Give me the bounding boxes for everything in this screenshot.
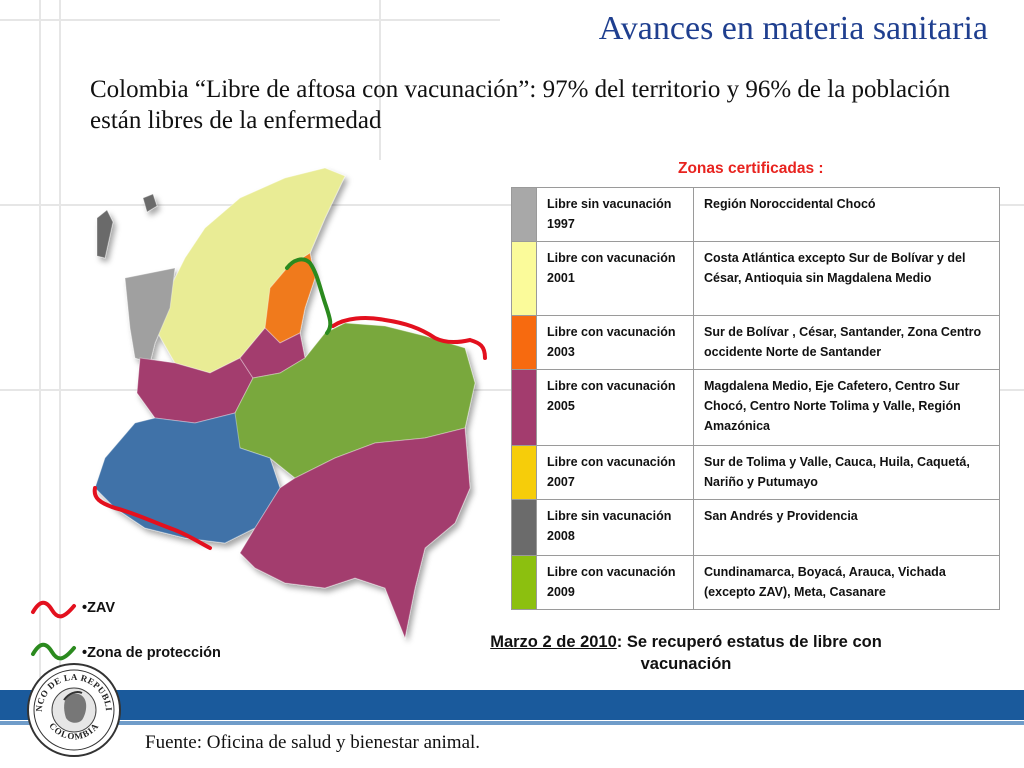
zone-row: Libre sin vacunación 1997 Región Norocci… <box>511 187 1000 242</box>
map-region-gray <box>124 267 176 364</box>
footer-bar <box>0 690 1024 720</box>
zone-status: Libre sin vacunación 2008 <box>536 499 694 556</box>
zone-region: Región Noroccidental Chocó <box>693 187 1000 242</box>
page-title: Avances en materia sanitaria <box>598 10 988 47</box>
map-protection-line <box>285 257 333 335</box>
zone-swatch <box>511 555 537 610</box>
zone-row: Libre con vacunación 2001 Costa Atlántic… <box>511 241 1000 316</box>
zone-swatch <box>511 187 537 242</box>
zone-row: Libre con vacunación 2005 Magdalena Medi… <box>511 369 1000 446</box>
zones-title: Zonas certificadas : <box>678 160 824 177</box>
zone-row: Libre con vacunación 2009 Cundinamarca, … <box>511 555 1000 610</box>
zone-region: San Andrés y Providencia <box>693 499 1000 556</box>
page-subtitle: Colombia “Libre de aftosa con vacunación… <box>90 76 951 134</box>
map-region-san-andres <box>96 209 114 259</box>
zone-row: Libre sin vacunación 2008 San Andrés y P… <box>511 499 1000 556</box>
legend-proteccion-label: •Zona de protección <box>82 645 221 661</box>
zone-swatch <box>511 369 537 446</box>
zone-status: Libre con vacunación 2005 <box>536 369 694 446</box>
note-date: Marzo 2 de 2010 <box>490 633 617 651</box>
map-region-magenta-south <box>239 427 471 640</box>
zone-region: Cundinamarca, Boyacá, Arauca, Vichada (e… <box>693 555 1000 610</box>
colombia-map <box>92 167 487 640</box>
zone-swatch <box>511 241 537 316</box>
zav-line-icon <box>31 600 76 619</box>
zone-row: Libre con vacunación 2007 Sur de Tolima … <box>511 445 1000 500</box>
map-zav-line-southwest <box>92 486 212 550</box>
source-note: Fuente: Oficina de salud y bienestar ani… <box>145 732 481 753</box>
zone-status: Libre con vacunación 2007 <box>536 445 694 500</box>
zone-swatch <box>511 315 537 370</box>
map-region-providencia <box>142 193 158 213</box>
zone-status: Libre con vacunación 2001 <box>536 241 694 316</box>
footer-bar-accent <box>0 721 1024 725</box>
zone-swatch <box>511 499 537 556</box>
zone-region: Magdalena Medio, Eje Cafetero, Centro Su… <box>693 369 1000 446</box>
status-note: Marzo 2 de 2010: Se recuperó estatus de … <box>466 631 906 675</box>
zone-status: Libre sin vacunación 1997 <box>536 187 694 242</box>
banco-republica-seal-logo: BANCO DE LA REPUBLICA COLOMBIA <box>24 660 121 757</box>
zone-status: Libre con vacunación 2003 <box>536 315 694 370</box>
note-text: : Se recuperó estatus de libre con vacun… <box>616 633 882 673</box>
zones-table: Libre sin vacunación 1997 Región Norocci… <box>511 187 1000 610</box>
protection-line-icon <box>31 642 76 661</box>
zone-swatch <box>511 445 537 500</box>
legend-zav-label: •ZAV <box>82 600 116 616</box>
zone-row: Libre con vacunación 2003 Sur de Bolívar… <box>511 315 1000 370</box>
zone-region: Sur de Bolívar , César, Santander, Zona … <box>693 315 1000 370</box>
map-zav-line-northeast <box>331 316 487 360</box>
zone-status: Libre con vacunación 2009 <box>536 555 694 610</box>
map-region-yellow <box>154 167 346 374</box>
zone-region: Sur de Tolima y Valle, Cauca, Huila, Caq… <box>693 445 1000 500</box>
zone-region: Costa Atlántica excepto Sur de Bolívar y… <box>693 241 1000 316</box>
